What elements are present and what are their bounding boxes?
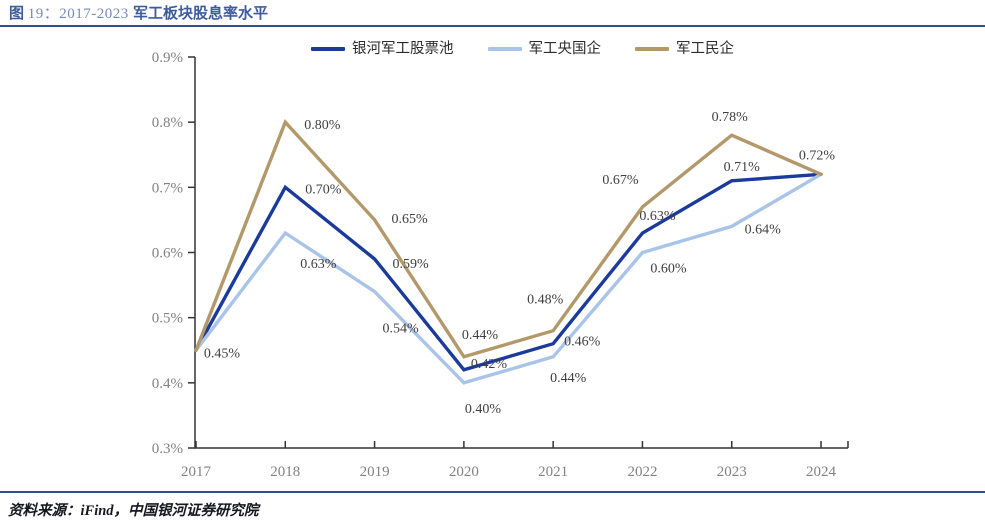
point-label: 0.63% <box>639 209 676 224</box>
point-label: 0.72% <box>799 148 836 163</box>
point-label: 0.70% <box>305 182 342 197</box>
x-tick-label: 2023 <box>717 464 747 480</box>
point-label: 0.42% <box>471 357 508 372</box>
source-label: 资料来源： <box>8 503 81 519</box>
point-label: 0.60% <box>650 262 687 277</box>
point-label: 0.45% <box>204 346 241 361</box>
chart-axes <box>194 57 848 449</box>
y-tick-label: 0.6% <box>152 246 183 262</box>
source-value: iFind，中国银河证券研究院 <box>80 503 259 519</box>
legend-item-2: 军工民企 <box>635 40 734 58</box>
point-label: 0.48% <box>527 293 564 308</box>
legend-line-swatch <box>635 47 669 51</box>
y-tick-label: 0.9% <box>152 50 183 66</box>
series-line-0 <box>194 172 823 372</box>
figure-footer: 资料来源：iFind，中国银河证券研究院 <box>0 491 985 525</box>
y-tick-label: 0.7% <box>152 180 183 196</box>
legend-label: 银河军工股票池 <box>352 41 454 57</box>
title-part: 19：2017-2023 <box>27 6 134 22</box>
point-label: 0.64% <box>745 222 782 237</box>
source-note: 资料来源：iFind，中国银河证券研究院 <box>8 499 259 520</box>
point-label: 0.54% <box>383 322 420 337</box>
point-label: 0.40% <box>465 402 502 417</box>
legend-line-swatch <box>311 47 345 51</box>
point-label: 0.78% <box>712 110 749 125</box>
chart-legend: 银河军工股票池 军工央国企 军工民企 <box>195 39 850 59</box>
x-tick-label: 2024 <box>806 464 837 480</box>
series-line-2 <box>194 119 823 359</box>
y-tick-label: 0.4% <box>152 376 183 392</box>
x-tick-label: 2019 <box>360 464 390 480</box>
figure-header: 图 19：2017-2023 军工板块股息率水平 <box>0 0 985 27</box>
title-part: 图 <box>9 6 28 22</box>
legend-item-1: 军工央国企 <box>487 40 602 58</box>
point-label: 0.67% <box>602 173 639 188</box>
point-label: 0.80% <box>304 118 341 133</box>
y-tick-label: 0.5% <box>152 311 183 327</box>
legend-item-0: 银河军工股票池 <box>311 40 454 58</box>
x-tick-label: 2022 <box>627 464 657 480</box>
point-label: 0.46% <box>564 335 601 350</box>
page-title: 图 19：2017-2023 军工板块股息率水平 <box>9 4 268 24</box>
series-line-1 <box>194 172 823 385</box>
point-label: 0.71% <box>724 160 761 175</box>
title-part: 军工板块股息率水平 <box>133 6 269 22</box>
legend-label: 军工央国企 <box>528 41 602 57</box>
point-label: 0.63% <box>300 257 337 272</box>
y-tick-label: 0.8% <box>152 115 183 131</box>
legend-line-swatch <box>487 47 522 51</box>
point-label: 0.59% <box>393 257 430 272</box>
point-label: 0.44% <box>550 371 587 386</box>
point-label: 0.44% <box>462 328 499 343</box>
y-tick-label: 0.3% <box>152 441 183 457</box>
legend-label: 军工民企 <box>676 41 734 57</box>
x-tick-label: 2020 <box>449 464 479 480</box>
x-tick-label: 2021 <box>538 464 568 480</box>
point-label: 0.65% <box>392 212 429 227</box>
x-tick-label: 2018 <box>270 464 300 480</box>
x-tick-label: 2017 <box>181 464 212 480</box>
